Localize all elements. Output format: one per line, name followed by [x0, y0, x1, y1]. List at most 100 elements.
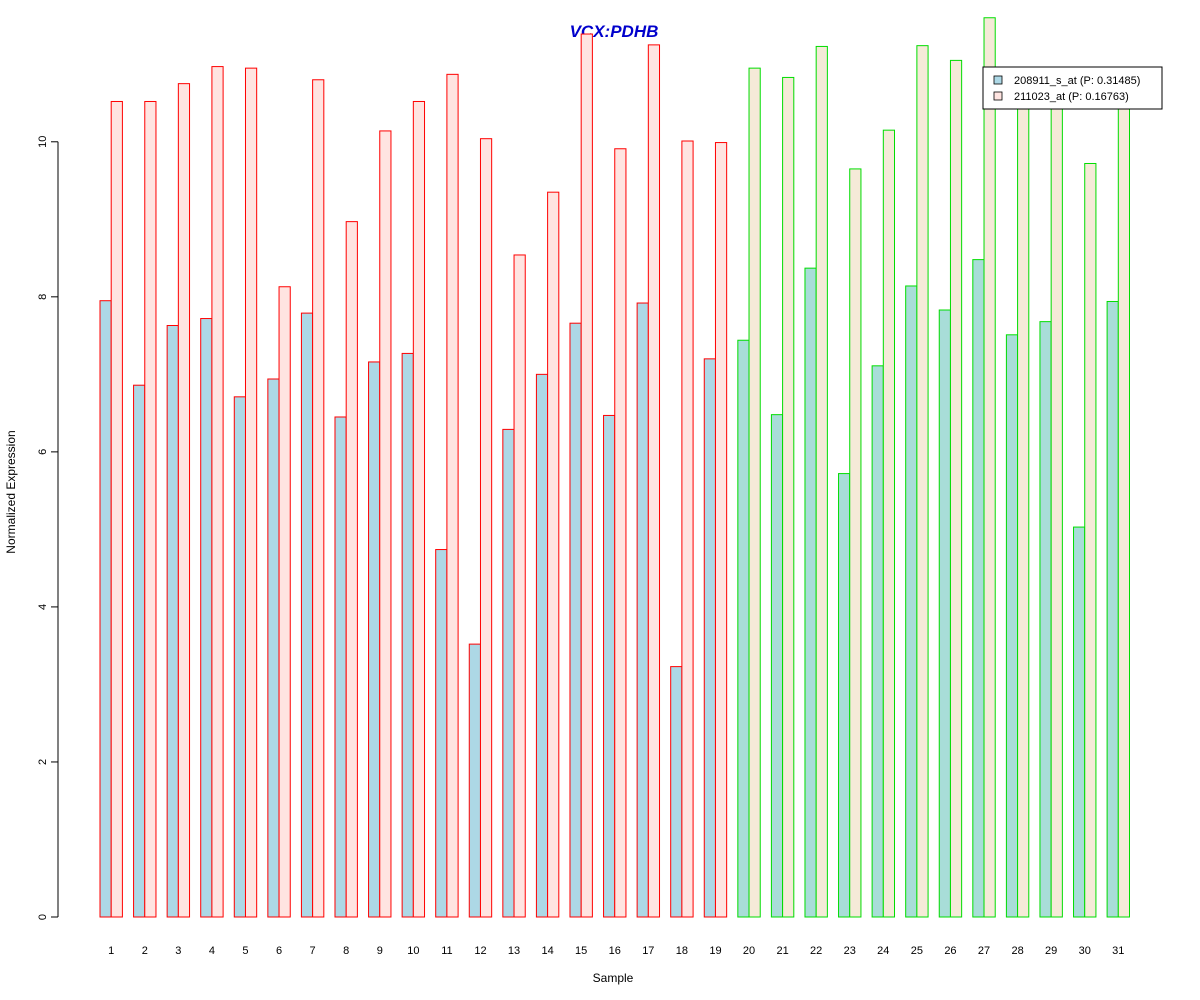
legend: 208911_s_at (P: 0.31485) 211023_at (P: 0…	[982, 66, 1163, 110]
bar-sample-24-series-2	[882, 129, 896, 918]
x-tick-label: 22	[810, 945, 822, 957]
bar-sample-13-series-1	[502, 428, 515, 918]
y-tick-label: 4	[37, 604, 49, 610]
x-tick-label: 27	[978, 945, 990, 957]
bar-sample-25-series-1	[905, 285, 918, 918]
bar-sample-9-series-2	[379, 130, 392, 918]
legend-swatch-series-2	[993, 91, 1003, 101]
bar-sample-11-series-2	[446, 73, 459, 918]
x-tick-label: 1	[108, 945, 114, 957]
legend-label-series-1: 208911_s_at (P: 0.31485)	[1014, 75, 1140, 87]
bar-sample-6-series-1	[267, 378, 280, 918]
x-tick-label: 25	[911, 945, 923, 957]
bar-sample-7-series-2	[312, 79, 325, 918]
bar-sample-30-series-1	[1073, 526, 1086, 918]
bar-sample-21-series-1	[770, 414, 784, 918]
x-tick-label: 23	[844, 945, 856, 957]
x-tick-label: 18	[676, 945, 688, 957]
bar-sample-17-series-1	[636, 302, 649, 918]
bar-sample-27-series-2	[983, 17, 996, 918]
bar-sample-2-series-2	[144, 100, 157, 918]
bar-sample-13-series-2	[513, 254, 526, 918]
bar-sample-16-series-1	[603, 414, 616, 918]
bar-sample-24-series-1	[871, 365, 884, 918]
x-tick-label: 24	[877, 945, 889, 957]
y-tick-label: 8	[37, 294, 49, 300]
x-tick-label: 4	[209, 945, 215, 957]
x-tick-label: 20	[743, 945, 755, 957]
y-tick-label: 6	[37, 449, 49, 455]
bar-sample-6-series-2	[278, 286, 291, 918]
y-tick-label: 2	[37, 759, 49, 765]
bar-sample-16-series-2	[614, 148, 627, 918]
x-axis-labels: 1 2 3 4 5 6 7 8 9 10 11 12 13 14 15 16 17 18 19 20 21 22 23 24 2…	[108, 945, 1124, 957]
bar-sample-19-series-2	[714, 142, 728, 918]
bars-group	[99, 17, 1131, 918]
x-tick-label: 15	[575, 945, 587, 957]
y-tick-label: 10	[37, 136, 49, 148]
bar-sample-15-series-1	[569, 322, 582, 918]
x-tick-label: 13	[508, 945, 520, 957]
bar-sample-9-series-1	[368, 361, 381, 918]
x-tick-label: 28	[1011, 945, 1023, 957]
x-tick-label: 12	[474, 945, 486, 957]
bar-sample-5-series-2	[244, 67, 258, 918]
bar-sample-23-series-1	[838, 473, 851, 918]
x-tick-label: 19	[709, 945, 721, 957]
x-tick-label: 21	[776, 945, 788, 957]
bar-sample-31-series-1	[1106, 300, 1119, 918]
bar-sample-20-series-1	[737, 339, 750, 918]
bar-sample-15-series-2	[580, 33, 593, 918]
bar-sample-18-series-1	[670, 666, 683, 918]
y-axis: 0 2 4 6 8 10	[37, 136, 59, 920]
bar-sample-18-series-2	[681, 140, 694, 918]
bar-sample-14-series-1	[535, 373, 549, 918]
x-tick-label: 8	[343, 945, 349, 957]
bar-sample-19-series-1	[703, 358, 716, 918]
x-tick-label: 30	[1079, 945, 1091, 957]
bar-sample-1-series-1	[99, 300, 112, 918]
bar-sample-11-series-1	[435, 549, 448, 918]
x-tick-label: 31	[1112, 945, 1124, 957]
bar-sample-14-series-2	[547, 191, 560, 918]
x-tick-label: 11	[441, 945, 452, 957]
bar-sample-10-series-1	[401, 352, 414, 918]
bar-sample-27-series-1	[972, 259, 985, 918]
bar-sample-26-series-1	[938, 309, 951, 918]
bar-sample-25-series-2	[916, 45, 929, 918]
bar-sample-5-series-1	[233, 396, 246, 918]
legend-swatch-series-1	[993, 75, 1003, 85]
bar-sample-8-series-2	[345, 221, 358, 918]
legend-box	[982, 66, 1163, 110]
bar-sample-3-series-2	[177, 83, 191, 918]
x-tick-label: 16	[609, 945, 621, 957]
x-tick-label: 14	[541, 945, 553, 957]
x-tick-label: 2	[142, 945, 148, 957]
bar-sample-29-series-2	[1050, 72, 1063, 918]
bar-sample-28-series-2	[1017, 67, 1030, 918]
y-axis-title: Normalized Expression	[4, 430, 18, 553]
x-axis-title: Sample	[593, 971, 634, 985]
x-tick-label: 7	[310, 945, 316, 957]
x-tick-label: 17	[642, 945, 654, 957]
y-tick-label: 0	[37, 914, 49, 920]
bar-sample-26-series-2	[949, 59, 963, 918]
bar-sample-28-series-1	[1005, 334, 1019, 918]
x-tick-label: 9	[377, 945, 383, 957]
bar-sample-31-series-2	[1117, 67, 1131, 918]
x-tick-label: 5	[242, 945, 248, 957]
bar-sample-22-series-2	[815, 45, 828, 918]
bar-sample-7-series-1	[300, 312, 314, 918]
bar-sample-29-series-1	[1039, 321, 1052, 918]
bar-sample-4-series-2	[211, 66, 224, 918]
bar-sample-23-series-2	[849, 168, 862, 918]
bar-sample-12-series-2	[479, 138, 493, 918]
bar-sample-21-series-2	[782, 76, 795, 918]
x-tick-label: 3	[175, 945, 181, 957]
bar-sample-30-series-2	[1084, 162, 1097, 918]
x-tick-label: 6	[276, 945, 282, 957]
bar-sample-1-series-2	[110, 100, 123, 918]
x-tick-label: 26	[944, 945, 956, 957]
legend-label-series-2: 211023_at (P: 0.16763)	[1014, 91, 1129, 103]
